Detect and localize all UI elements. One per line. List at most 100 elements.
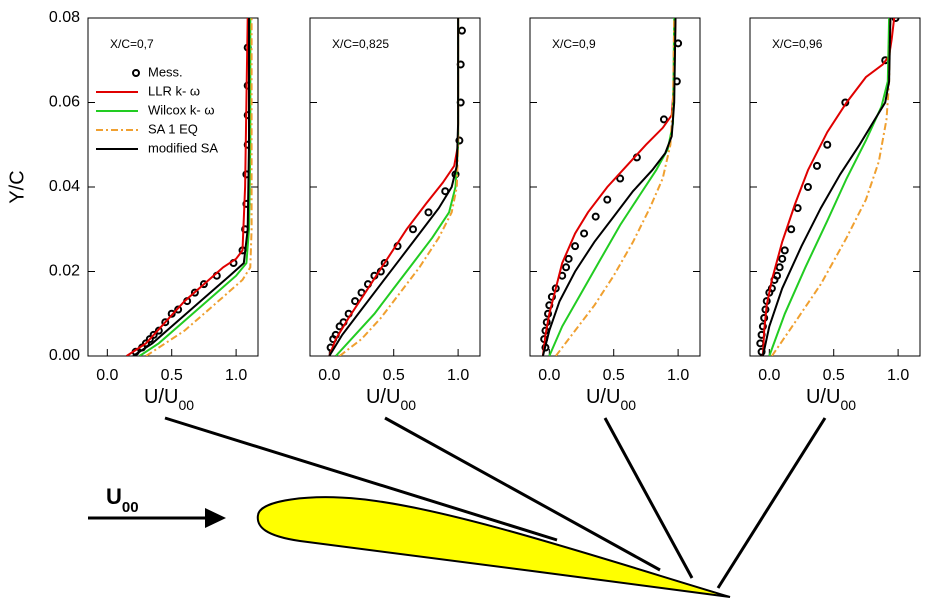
line-series	[761, 18, 896, 356]
annotation: X/C=0,7	[110, 37, 154, 51]
line-series	[138, 18, 252, 356]
x-tick-label: 0.0	[318, 367, 340, 384]
line-series	[145, 18, 253, 356]
x-tick-label: 0.5	[383, 367, 405, 384]
x-axis-label: U/U00	[144, 386, 194, 412]
data-point	[780, 246, 789, 255]
x-axis-label-main: U/U	[586, 386, 620, 408]
y-tick-label: 0.08	[49, 9, 80, 26]
legend-label: Mess.	[148, 64, 183, 79]
data-point	[141, 339, 150, 348]
line-series	[328, 18, 460, 356]
data-point	[591, 212, 600, 221]
data-point	[380, 259, 389, 268]
freestream-label-sub: 00	[122, 499, 139, 516]
x-tick-label: 0.0	[96, 367, 118, 384]
y-tick-label: 0.00	[49, 347, 80, 364]
data-point	[154, 326, 163, 335]
data-point	[190, 288, 199, 297]
panel: 0.0 0.5 1.0 U/U00 X/C=0,96	[749, 17, 921, 413]
data-point	[149, 330, 158, 339]
data-point	[199, 280, 208, 289]
data-point	[424, 208, 433, 217]
line-series	[328, 18, 460, 356]
line-series	[771, 18, 892, 356]
x-axis-label-main: U/U	[806, 386, 840, 408]
plot-area	[326, 18, 466, 356]
pointer-line	[384, 416, 661, 572]
plot-area	[540, 18, 683, 356]
line-series	[548, 18, 676, 356]
data-point	[773, 271, 782, 280]
line-series	[555, 18, 676, 356]
data-point	[174, 305, 183, 314]
x-tick-label: 0.5	[161, 367, 183, 384]
x-axis-label-sub: 00	[620, 397, 636, 413]
data-point	[756, 339, 765, 348]
legend-label: modified SA	[148, 140, 218, 155]
data-point	[167, 309, 176, 318]
x-tick-label: 0.5	[823, 367, 845, 384]
data-point	[455, 136, 464, 145]
legend-marker	[132, 69, 140, 77]
panel: 0.0 0.5 1.0 U/U00 X/C=0,9	[529, 17, 701, 413]
legend-label: SA 1 EQ	[148, 121, 198, 136]
data-point	[351, 297, 360, 306]
data-point	[616, 174, 625, 183]
data-point	[562, 263, 571, 272]
x-tick-label: 0.5	[603, 367, 625, 384]
legend-label: Wilcox k- ω	[148, 102, 214, 117]
data-point	[571, 242, 580, 251]
data-point	[580, 229, 589, 238]
x-tick-label: 1.0	[667, 367, 689, 384]
data-point	[767, 284, 776, 293]
freestream-label-main: U	[106, 484, 122, 509]
line-series	[541, 18, 677, 356]
data-point	[823, 140, 832, 149]
x-axis-label: U/U00	[586, 386, 636, 412]
line-series	[761, 18, 892, 356]
data-point	[564, 254, 573, 263]
data-point	[812, 161, 821, 170]
x-axis-label-main: U/U	[144, 386, 178, 408]
panel: 0.00 0.02 0.04 0.06 0.08 0.0 0.5 1.0 U/U00 Y/C X/C…	[6, 9, 259, 413]
x-axis-label-sub: 00	[178, 397, 194, 413]
freestream-label: U00	[106, 484, 139, 516]
airfoil	[256, 496, 731, 598]
x-axis-label: U/U00	[366, 386, 416, 412]
data-point	[778, 254, 787, 263]
pointer-line	[603, 417, 694, 579]
data-point	[891, 18, 900, 22]
data-point	[793, 204, 802, 213]
plot-area	[126, 18, 253, 356]
data-point	[787, 225, 796, 234]
y-tick-label: 0.02	[49, 263, 80, 280]
data-point	[803, 183, 812, 191]
x-axis-label-main: U/U	[366, 386, 400, 408]
x-tick-label: 1.0	[887, 367, 909, 384]
airfoil-diagram: U00	[88, 416, 827, 598]
x-tick-label: 1.0	[447, 367, 469, 384]
annotation: X/C=0,825	[332, 37, 389, 51]
y-axis-label: Y/C	[6, 170, 28, 203]
data-point	[603, 195, 612, 204]
pointer-line	[716, 417, 827, 589]
x-axis-label-sub: 00	[840, 397, 856, 413]
annotation: X/C=0,96	[772, 37, 823, 51]
line-series	[132, 18, 250, 356]
plot-area	[756, 18, 900, 356]
annotation: X/C=0,9	[552, 37, 596, 51]
line-series	[541, 18, 677, 356]
legend-label: LLR k- ω	[148, 83, 200, 98]
line-series	[768, 18, 891, 356]
line-series	[126, 18, 249, 356]
x-tick-label: 1.0	[225, 367, 247, 384]
y-tick-label: 0.06	[49, 94, 80, 111]
data-point	[145, 335, 154, 344]
x-axis-label: U/U00	[806, 386, 856, 412]
pointer-line	[164, 416, 558, 542]
x-tick-label: 0.0	[538, 367, 560, 384]
data-point	[457, 26, 466, 35]
data-point	[409, 225, 418, 234]
